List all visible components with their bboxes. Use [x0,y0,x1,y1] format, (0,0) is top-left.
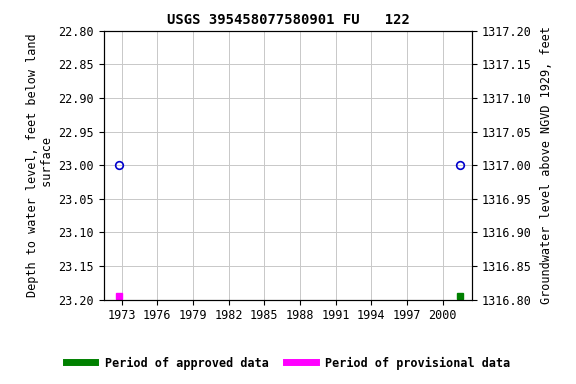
Title: USGS 395458077580901 FU   122: USGS 395458077580901 FU 122 [166,13,410,27]
Y-axis label: Groundwater level above NGVD 1929, feet: Groundwater level above NGVD 1929, feet [540,26,554,304]
Legend: Period of approved data, Period of provisional data: Period of approved data, Period of provi… [61,352,515,374]
Y-axis label: Depth to water level, feet below land
 surface: Depth to water level, feet below land su… [26,33,54,297]
